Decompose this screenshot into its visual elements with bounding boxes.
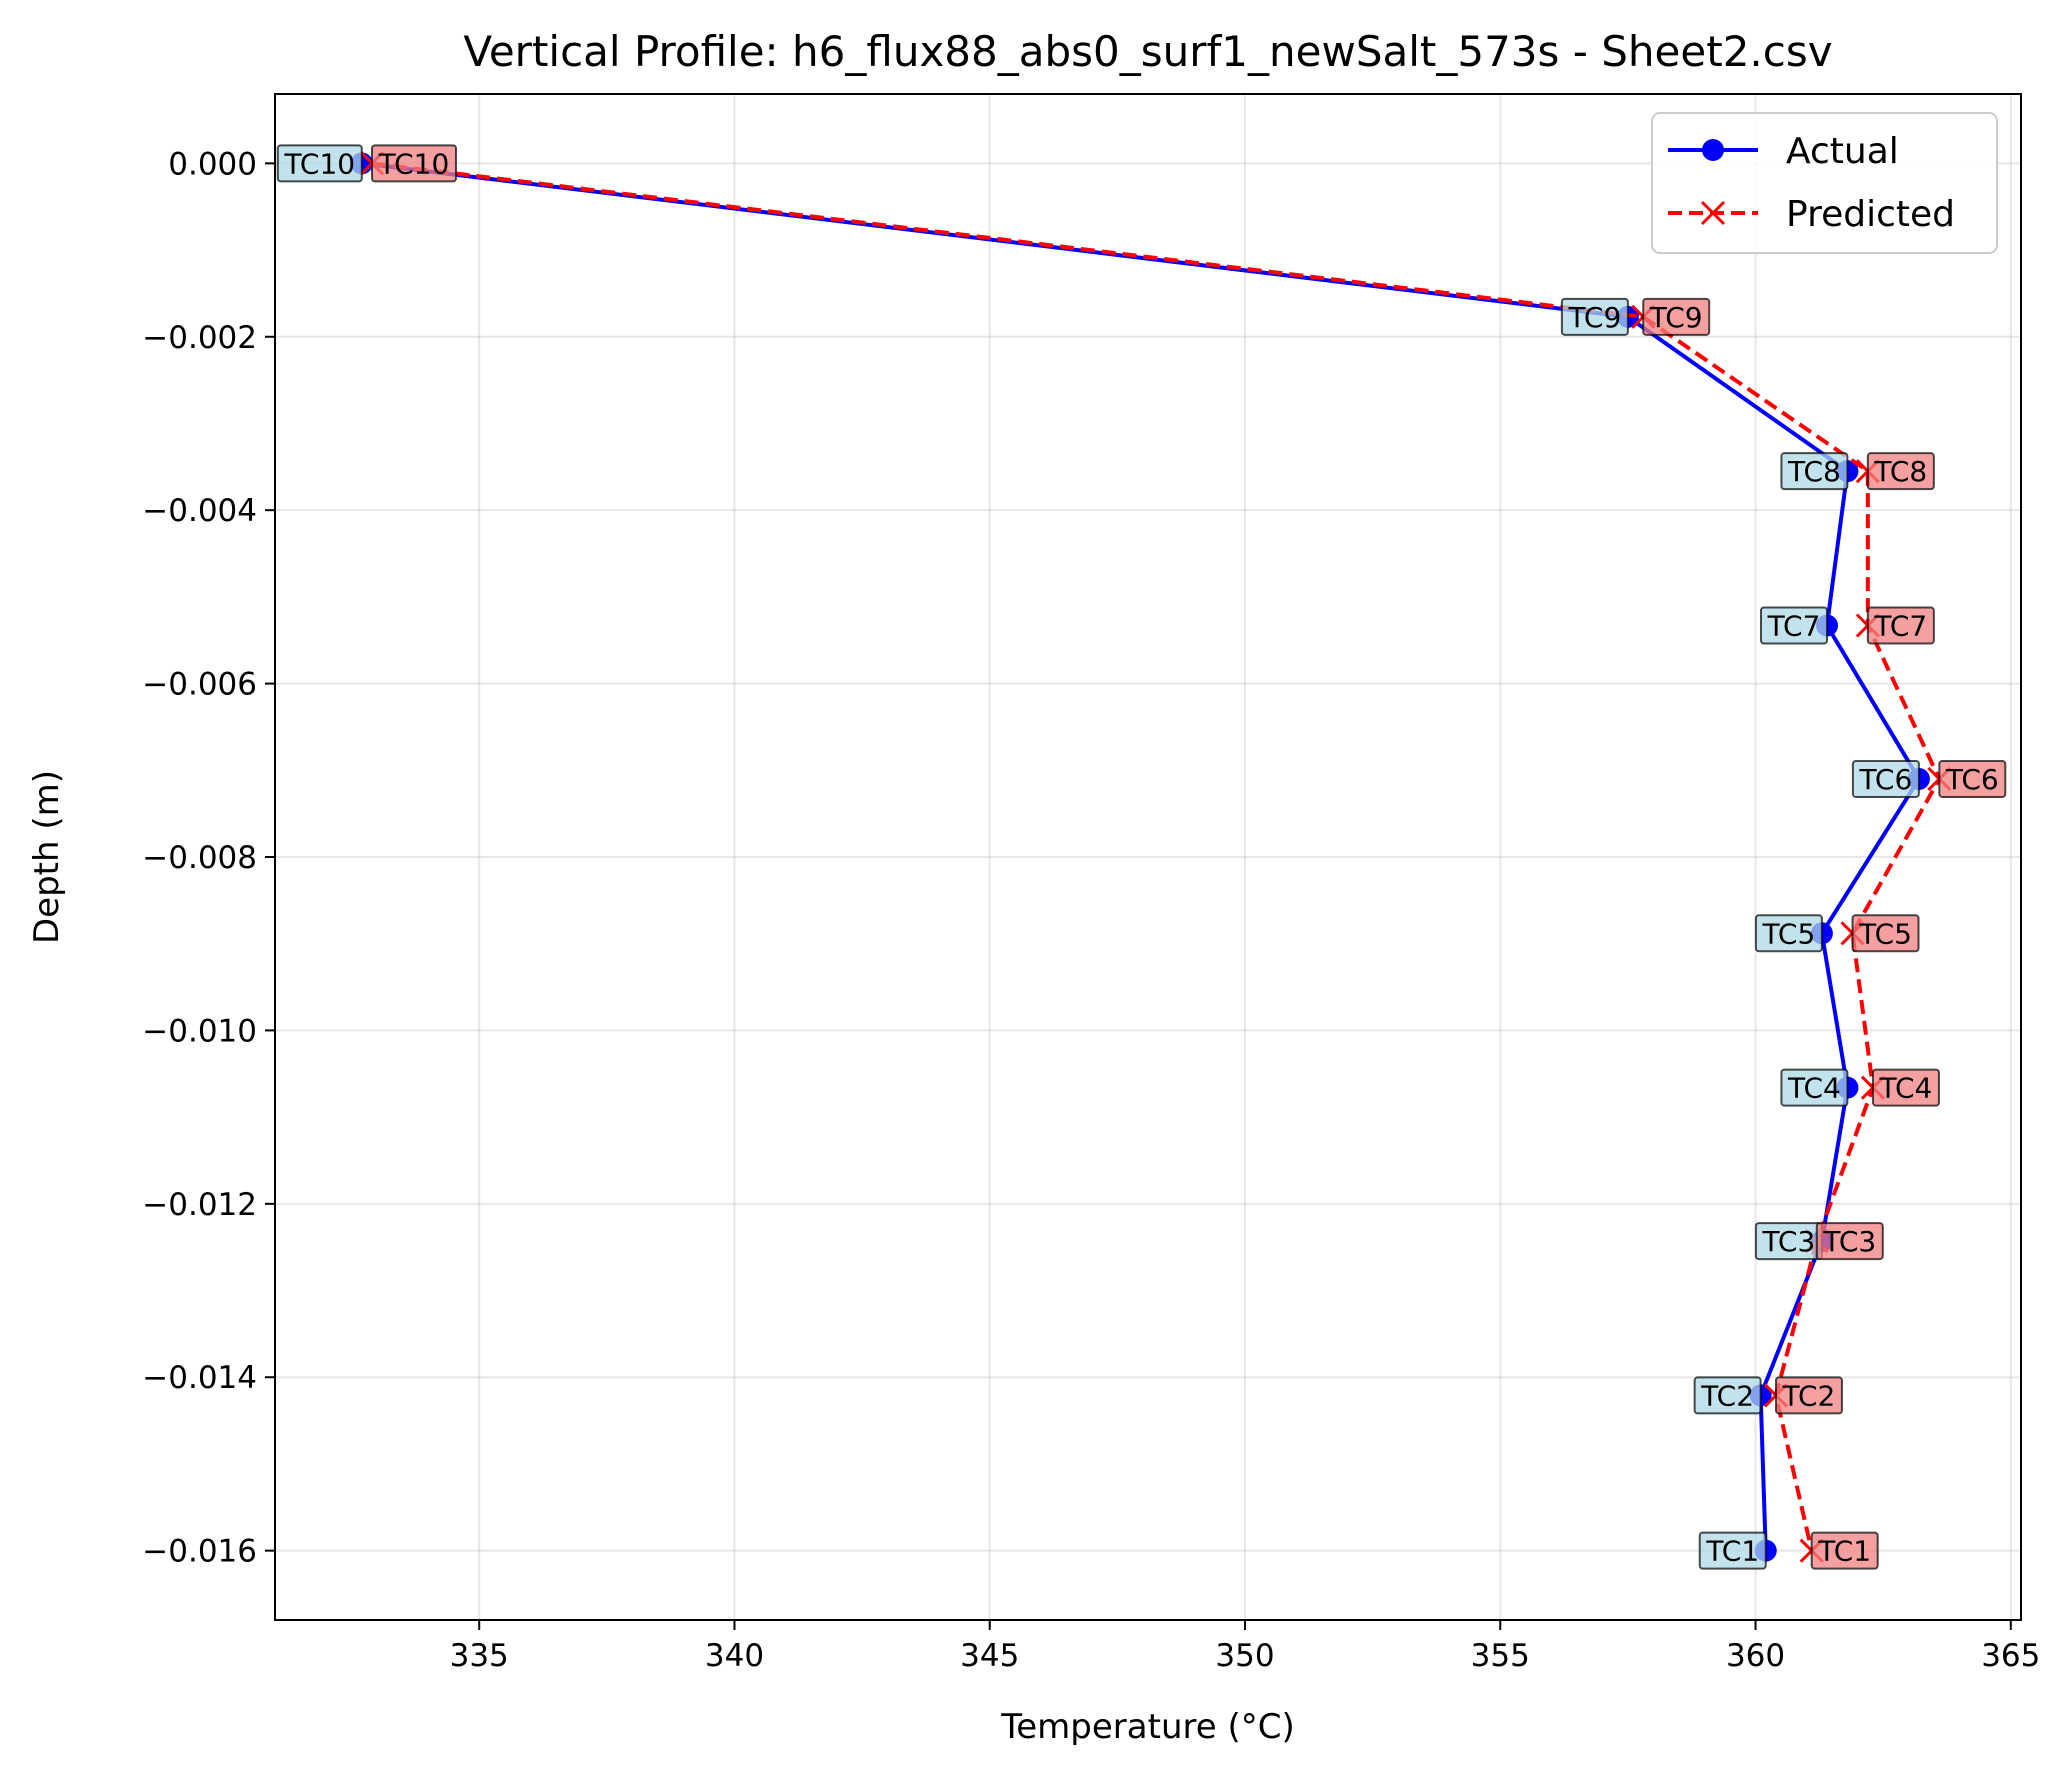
point-label-text: TC10: [283, 147, 355, 180]
y-tick-label: −0.008: [142, 840, 257, 876]
point-label-text: TC6: [1945, 763, 1999, 796]
point-label-text: TC2: [1700, 1379, 1754, 1412]
point-label-box: [1866, 606, 1935, 645]
point-label-text: TC3: [1761, 1225, 1815, 1258]
point-label-box: [371, 144, 457, 183]
point-label-box: [1851, 914, 1920, 953]
legend: Actual Predicted: [1651, 112, 1998, 254]
point-label-box: [1760, 606, 1828, 645]
point-label-box: [1938, 759, 2007, 798]
legend-predicted-label: Predicted: [1786, 194, 1955, 235]
chart-title: Vertical Profile: h6_flux88_abs0_surf1_n…: [463, 27, 1832, 76]
point-label-text: TC1: [1817, 1535, 1871, 1568]
point-label-box: [1780, 1068, 1849, 1107]
point-label-text: TC9: [1567, 301, 1621, 334]
point-label-box: [1642, 297, 1711, 336]
y-tick-label: −0.014: [142, 1360, 257, 1396]
legend-actual-marker: [1702, 139, 1724, 161]
series-line-predicted: [371, 161, 1942, 1552]
x-tick-label: 345: [960, 1638, 1019, 1674]
point-label-box: [1815, 1222, 1884, 1261]
point-label-text: TC6: [1858, 763, 1912, 796]
point-label-text: TC8: [1787, 455, 1841, 488]
y-tick-label: −0.016: [142, 1534, 257, 1570]
point-label-text: TC10: [378, 147, 450, 180]
series-line-actual: [361, 161, 1921, 1551]
point-label-text: TC8: [1873, 455, 1927, 488]
x-tick-label: 340: [705, 1638, 764, 1674]
point-label-text: TC3: [1822, 1225, 1876, 1258]
y-tick-label: −0.004: [142, 493, 257, 529]
axis-ticks: 335 340 345 350 355 360 365 0.000 −0.002 −0.004 −0…: [142, 146, 2040, 1674]
point-label-text: TC1: [1705, 1535, 1759, 1568]
point-label-box: [1698, 1531, 1767, 1570]
plot-frame: [274, 93, 2022, 1621]
point-label-text: TC2: [1782, 1379, 1836, 1412]
x-axis-label: Temperature (°C): [1000, 1707, 1294, 1747]
point-label-text: TC4: [1879, 1072, 1933, 1105]
point-label-text: TC5: [1858, 917, 1912, 950]
x-tick-label: 335: [450, 1638, 509, 1674]
x-tick-label: 350: [1215, 1638, 1274, 1674]
y-tick-label: −0.006: [142, 667, 257, 703]
legend-predicted-marker: [1700, 200, 1726, 226]
x-tick-label: 365: [1981, 1638, 2040, 1674]
y-tick-label: −0.002: [142, 320, 257, 356]
x-tick-label: 360: [1726, 1638, 1785, 1674]
point-label-box: [1754, 914, 1823, 953]
point-label-box: [1774, 1376, 1843, 1415]
point-label-box: [1851, 759, 1920, 798]
y-axis-label: Depth (m): [27, 770, 67, 944]
point-label-box: [1693, 1376, 1762, 1415]
y-tick-label: −0.010: [142, 1013, 257, 1049]
point-label-text: TC4: [1787, 1072, 1841, 1105]
point-label-text: TC7: [1873, 609, 1927, 642]
y-tick-label: −0.012: [142, 1187, 257, 1223]
point-label-box: [1560, 297, 1629, 336]
point-label-box: [1866, 452, 1935, 491]
point-labels: TC10 TC9 TC8 TC7 TC6 TC5 TC4 TC3 TC2 TC1 TC10 TC9 TC…: [276, 144, 2007, 1570]
legend-actual-label: Actual: [1786, 131, 1899, 172]
point-label-text: TC9: [1649, 301, 1703, 334]
point-label-box: [276, 144, 363, 183]
point-label-box: [1810, 1531, 1879, 1570]
point-label-text: TC5: [1761, 917, 1815, 950]
point-label-box: [1871, 1068, 1940, 1107]
x-tick-label: 355: [1471, 1638, 1530, 1674]
y-tick-label: 0.000: [168, 146, 257, 182]
point-label-box: [1780, 452, 1849, 491]
grid-lines: [275, 94, 2021, 1620]
point-label-text: TC7: [1767, 609, 1821, 642]
